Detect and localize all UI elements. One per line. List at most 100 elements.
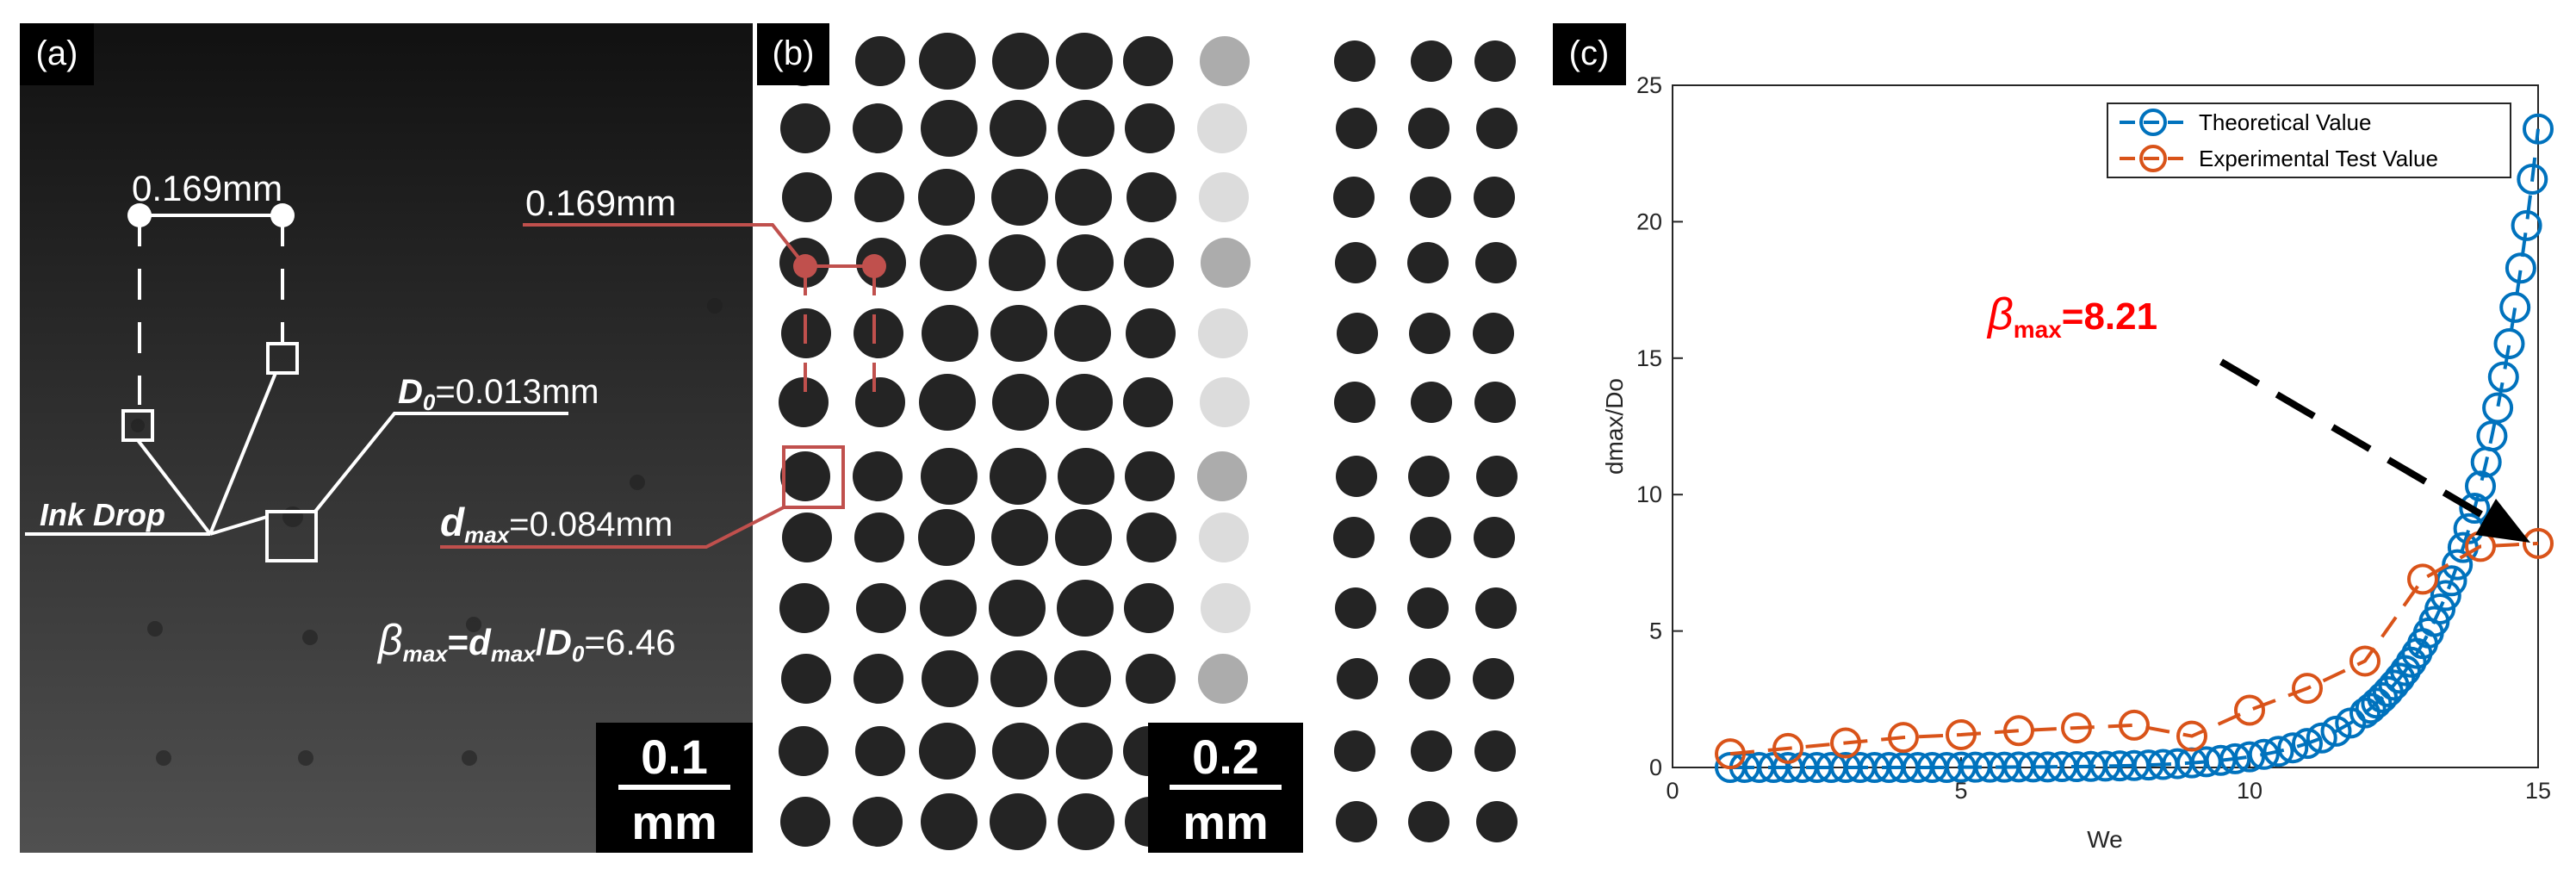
printed-dot: [1410, 517, 1451, 558]
panel-a-annotations: [25, 214, 568, 562]
printed-dot: [1408, 456, 1449, 497]
data-point: [2424, 593, 2456, 624]
data-point: [2248, 738, 2280, 770]
ink-drop-label: Ink Drop: [40, 497, 165, 532]
y-axis-label: dmax/Do: [1601, 378, 1628, 475]
x-axis-label: We: [2087, 826, 2123, 853]
printed-dot: [1411, 730, 1452, 772]
printed-dot: [1333, 177, 1375, 218]
printed-dot: [1334, 40, 1375, 82]
printed-dot: [1054, 650, 1111, 707]
legend-marker: [2139, 145, 2167, 172]
printed-dots: [779, 33, 1518, 850]
printed-dot: [922, 650, 978, 707]
printed-dot: [992, 374, 1049, 431]
data-point: [2277, 732, 2309, 764]
arrow-head: [2475, 499, 2530, 543]
data-point: [2493, 328, 2525, 360]
printed-dot: [991, 509, 1048, 566]
data-point: [2511, 209, 2542, 241]
marker-dot: [793, 254, 817, 278]
data-point: [2523, 113, 2554, 145]
printed-dot: [1407, 587, 1449, 629]
printed-dot: [1337, 313, 1378, 354]
printed-dot: [990, 305, 1047, 362]
y-tick-label: 15: [1636, 345, 1662, 371]
printed-dot: [919, 723, 976, 780]
printed-dot: [1057, 580, 1114, 637]
data-point: [2505, 252, 2536, 284]
printed-dot: [1125, 103, 1175, 153]
legend-label: Experimental Test Value: [2199, 146, 2438, 171]
x-tick-label: 10: [2237, 778, 2263, 804]
printed-dot: [989, 234, 1046, 291]
printed-dot: [1198, 654, 1248, 704]
printed-dot: [990, 448, 1046, 505]
printed-dot: [1197, 451, 1247, 501]
data-point: [2459, 493, 2491, 525]
panel-b-image: [753, 23, 1545, 853]
printed-dot: [855, 726, 905, 776]
y-tick-label: 10: [1636, 481, 1662, 507]
label-box: [757, 23, 829, 85]
printed-dot: [921, 793, 978, 850]
printed-dot: [856, 583, 906, 633]
printed-dot: [1411, 40, 1452, 82]
data-point: [2407, 563, 2438, 595]
data-point: [2384, 662, 2416, 694]
printed-dot: [1058, 793, 1114, 850]
data-point: [2465, 470, 2496, 502]
printed-dot: [1057, 234, 1114, 291]
printed-dot: [853, 654, 903, 704]
printed-dot: [853, 451, 903, 501]
series-line: [1729, 541, 2539, 756]
legend-box: [2107, 103, 2511, 178]
x-tick-label: 5: [1954, 778, 1967, 804]
printed-dot: [1474, 382, 1516, 423]
printed-dot: [854, 172, 904, 222]
printed-dot: [1407, 242, 1449, 283]
printed-dot: [779, 726, 829, 776]
label-box: [20, 23, 94, 85]
data-point: [2499, 291, 2531, 323]
printed-dot: [1476, 456, 1518, 497]
data-point: [2234, 694, 2265, 726]
printed-dot: [918, 509, 975, 566]
scale-unit: mm: [1182, 795, 1269, 849]
printed-dot: [782, 513, 832, 562]
marker-dot: [127, 203, 152, 227]
d0-label: D0=0.013mm: [398, 373, 599, 415]
printed-dot: [1055, 509, 1112, 566]
data-point: [2523, 527, 2554, 559]
panel-label: (c): [1569, 34, 1610, 72]
printed-dot: [855, 36, 905, 86]
marker-dot: [862, 254, 886, 278]
annotation-arrow: [2219, 358, 2488, 520]
panel-label: (b): [773, 34, 815, 72]
printed-dot: [921, 448, 978, 505]
data-point: [2517, 163, 2548, 195]
printed-dot: [1475, 587, 1517, 629]
data-point: [2292, 728, 2323, 760]
printed-dot: [920, 234, 977, 291]
data-point: [1772, 732, 1803, 764]
data-point: [2487, 361, 2519, 393]
data-point: [2355, 693, 2387, 724]
printed-dot: [1408, 108, 1449, 149]
legend-label: Theoretical Value: [2199, 109, 2371, 135]
data-point: [2219, 742, 2251, 774]
printed-dot: [992, 33, 1049, 90]
printed-dot: [1058, 100, 1114, 157]
x-tick-label: 15: [2525, 778, 2551, 804]
printed-dot: [1473, 313, 1514, 354]
printed-dot: [781, 654, 831, 704]
printed-dot: [1126, 654, 1176, 704]
printed-dot: [1199, 172, 1249, 222]
printed-dot: [921, 100, 978, 157]
printed-dot: [1410, 177, 1451, 218]
printed-dot: [918, 169, 975, 226]
spacing-label: 0.169mm: [132, 168, 282, 208]
printed-dot: [1474, 730, 1516, 772]
printed-dot: [1054, 305, 1111, 362]
